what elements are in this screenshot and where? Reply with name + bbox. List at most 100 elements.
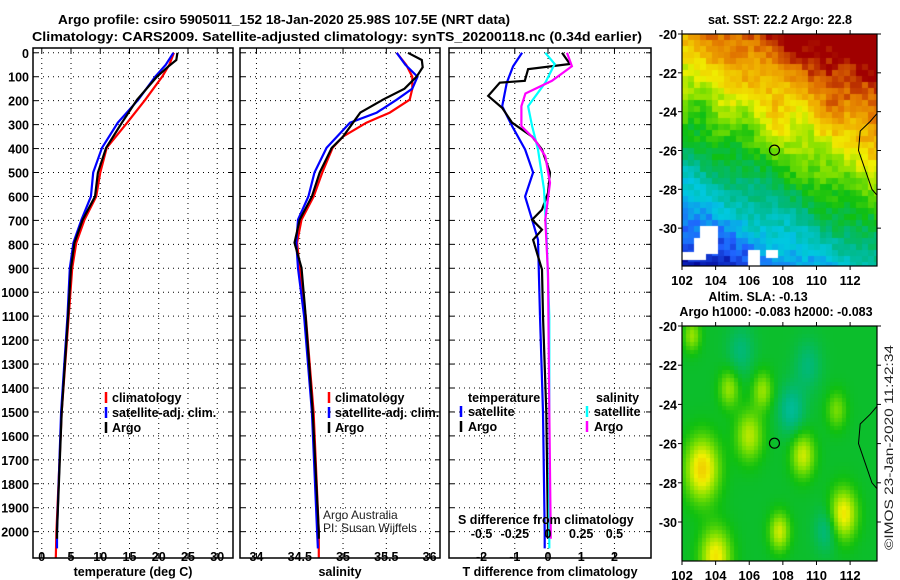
y-tick-label: 800 bbox=[8, 238, 29, 252]
map-x-tick-label: 104 bbox=[705, 568, 727, 580]
title-line-1: Argo profile: csiro 5905011_152 18-Jan-2… bbox=[58, 12, 510, 27]
x-axis-label: salinity bbox=[318, 565, 361, 579]
secondary-x-axis-label: S difference from climatology bbox=[458, 513, 634, 527]
x-tick-label: 2 bbox=[611, 550, 618, 564]
map-title-line: Argo h1000: -0.083 h2000: -0.083 bbox=[679, 305, 872, 319]
x-tick-label: 20 bbox=[152, 550, 166, 564]
map-y-tick-label: -20 bbox=[659, 28, 677, 42]
salinity-panel bbox=[239, 47, 441, 559]
y-tick-label: 900 bbox=[8, 262, 29, 276]
y-tick-label: 0 bbox=[22, 47, 29, 61]
map-y-tick-label: -26 bbox=[659, 438, 677, 452]
map-x-tick-label: 108 bbox=[772, 273, 794, 288]
map-y-tick-label: -20 bbox=[659, 320, 677, 334]
legend-group-title: salinity bbox=[596, 391, 639, 405]
y-tick-label: 200 bbox=[8, 95, 29, 109]
y-tick-label: 1500 bbox=[1, 406, 29, 420]
legend-group-title: temperature bbox=[468, 391, 540, 405]
s-tick-label: -0.5 bbox=[471, 527, 493, 541]
map-title: sat. SST: 22.2 Argo: 22.8 bbox=[708, 13, 852, 27]
series-line-t-argo bbox=[486, 52, 572, 539]
x-tick-label: -1 bbox=[509, 550, 520, 564]
x-tick-label: 34 bbox=[249, 550, 263, 564]
x-tick-label: 0 bbox=[545, 550, 552, 564]
credit-annotation: Argo Australia bbox=[323, 508, 398, 522]
map-x-tick-label: 112 bbox=[840, 568, 861, 580]
map-x-tick-label: 104 bbox=[705, 273, 727, 288]
y-tick-label: 500 bbox=[8, 167, 29, 181]
map-x-tick-label: 106 bbox=[738, 273, 760, 288]
y-tick-label: 1100 bbox=[2, 310, 29, 324]
x-tick-label: 30 bbox=[210, 550, 224, 564]
map-x-tick-label: 112 bbox=[840, 273, 861, 288]
difference-panel bbox=[448, 47, 652, 559]
series-line-t-satellite bbox=[501, 52, 546, 549]
credit-annotation: PI: Susan Wijffels bbox=[323, 521, 417, 535]
x-tick-label: 0 bbox=[38, 550, 45, 564]
y-tick-label: 1000 bbox=[1, 286, 29, 300]
x-axis-label: T difference from climatology bbox=[462, 565, 637, 579]
series-line-satellite-adj-clim- bbox=[295, 52, 419, 549]
legend-label: satellite-adj. clim. bbox=[335, 406, 439, 420]
legend-label: satellite-adj. clim. bbox=[112, 406, 216, 420]
y-tick-label: 1200 bbox=[1, 334, 29, 348]
series-line-s-argo bbox=[520, 52, 574, 539]
s-tick-label: 0.25 bbox=[569, 527, 593, 541]
series-line-argo bbox=[293, 51, 424, 539]
map-x-tick-label: 102 bbox=[671, 273, 693, 288]
legend-label: Argo bbox=[335, 421, 365, 435]
x-tick-label: 35 bbox=[336, 550, 350, 564]
y-tick-label: 2000 bbox=[1, 526, 29, 540]
legend-label: Argo bbox=[594, 420, 624, 434]
y-tick-label: 400 bbox=[8, 143, 29, 157]
map-x-tick-label: 110 bbox=[806, 273, 827, 288]
plot-frame bbox=[239, 47, 441, 559]
x-tick-label: 15 bbox=[123, 550, 137, 564]
y-tick-label: 1400 bbox=[1, 382, 29, 396]
y-tick-label: 100 bbox=[8, 71, 29, 85]
map-y-tick-label: -22 bbox=[659, 67, 677, 81]
x-tick-label: 25 bbox=[181, 550, 195, 564]
sla-map-axes bbox=[678, 322, 881, 565]
title-line-2: Climatology: CARS2009. Satellite-adjuste… bbox=[32, 29, 642, 44]
x-tick-label: -2 bbox=[476, 550, 487, 564]
sst-map-axes bbox=[678, 30, 881, 270]
s-tick-label: 0.5 bbox=[606, 527, 623, 541]
coastline bbox=[858, 113, 878, 196]
s-tick-label: 0 bbox=[545, 527, 552, 541]
map-y-tick-label: -22 bbox=[659, 359, 677, 373]
y-tick-label: 300 bbox=[8, 119, 29, 133]
plot-frame bbox=[32, 47, 234, 559]
map-y-tick-label: -28 bbox=[659, 477, 677, 491]
map-x-tick-label: 106 bbox=[738, 568, 760, 580]
series-line-satellite-adj-clim- bbox=[55, 52, 175, 549]
legend-label: satellite bbox=[594, 405, 641, 419]
y-tick-label: 1900 bbox=[1, 502, 29, 516]
x-axis-label: temperature (deg C) bbox=[74, 565, 193, 579]
y-tick-label: 1300 bbox=[1, 358, 29, 372]
y-tick-label: 1700 bbox=[1, 454, 29, 468]
x-tick-label: 10 bbox=[93, 550, 107, 564]
y-tick-label: 1800 bbox=[1, 478, 29, 492]
legend-label: climatology bbox=[335, 391, 405, 405]
imos-credit: ©IMOS 23-Jan-2020 11:42:34 bbox=[882, 345, 896, 550]
plot-frame bbox=[448, 47, 652, 559]
map-x-tick-label: 110 bbox=[806, 568, 827, 580]
legend-label: Argo bbox=[468, 420, 498, 434]
map-title-line: Altim. SLA: -0.13 bbox=[708, 290, 807, 304]
map-x-tick-label: 108 bbox=[772, 568, 794, 580]
legend-label: climatology bbox=[112, 391, 182, 405]
map-y-tick-label: -28 bbox=[659, 183, 677, 197]
legend-label: Argo bbox=[112, 421, 142, 435]
float-position-marker bbox=[768, 437, 781, 449]
map-y-tick-label: -30 bbox=[659, 222, 677, 236]
x-tick-label: 36 bbox=[423, 550, 437, 564]
x-tick-label: 5 bbox=[68, 550, 75, 564]
map-y-tick-label: -30 bbox=[659, 516, 677, 530]
map-y-tick-label: -24 bbox=[659, 106, 677, 120]
map-y-tick-label: -26 bbox=[659, 144, 677, 158]
coastline bbox=[858, 406, 878, 490]
y-tick-label: 600 bbox=[8, 190, 29, 204]
